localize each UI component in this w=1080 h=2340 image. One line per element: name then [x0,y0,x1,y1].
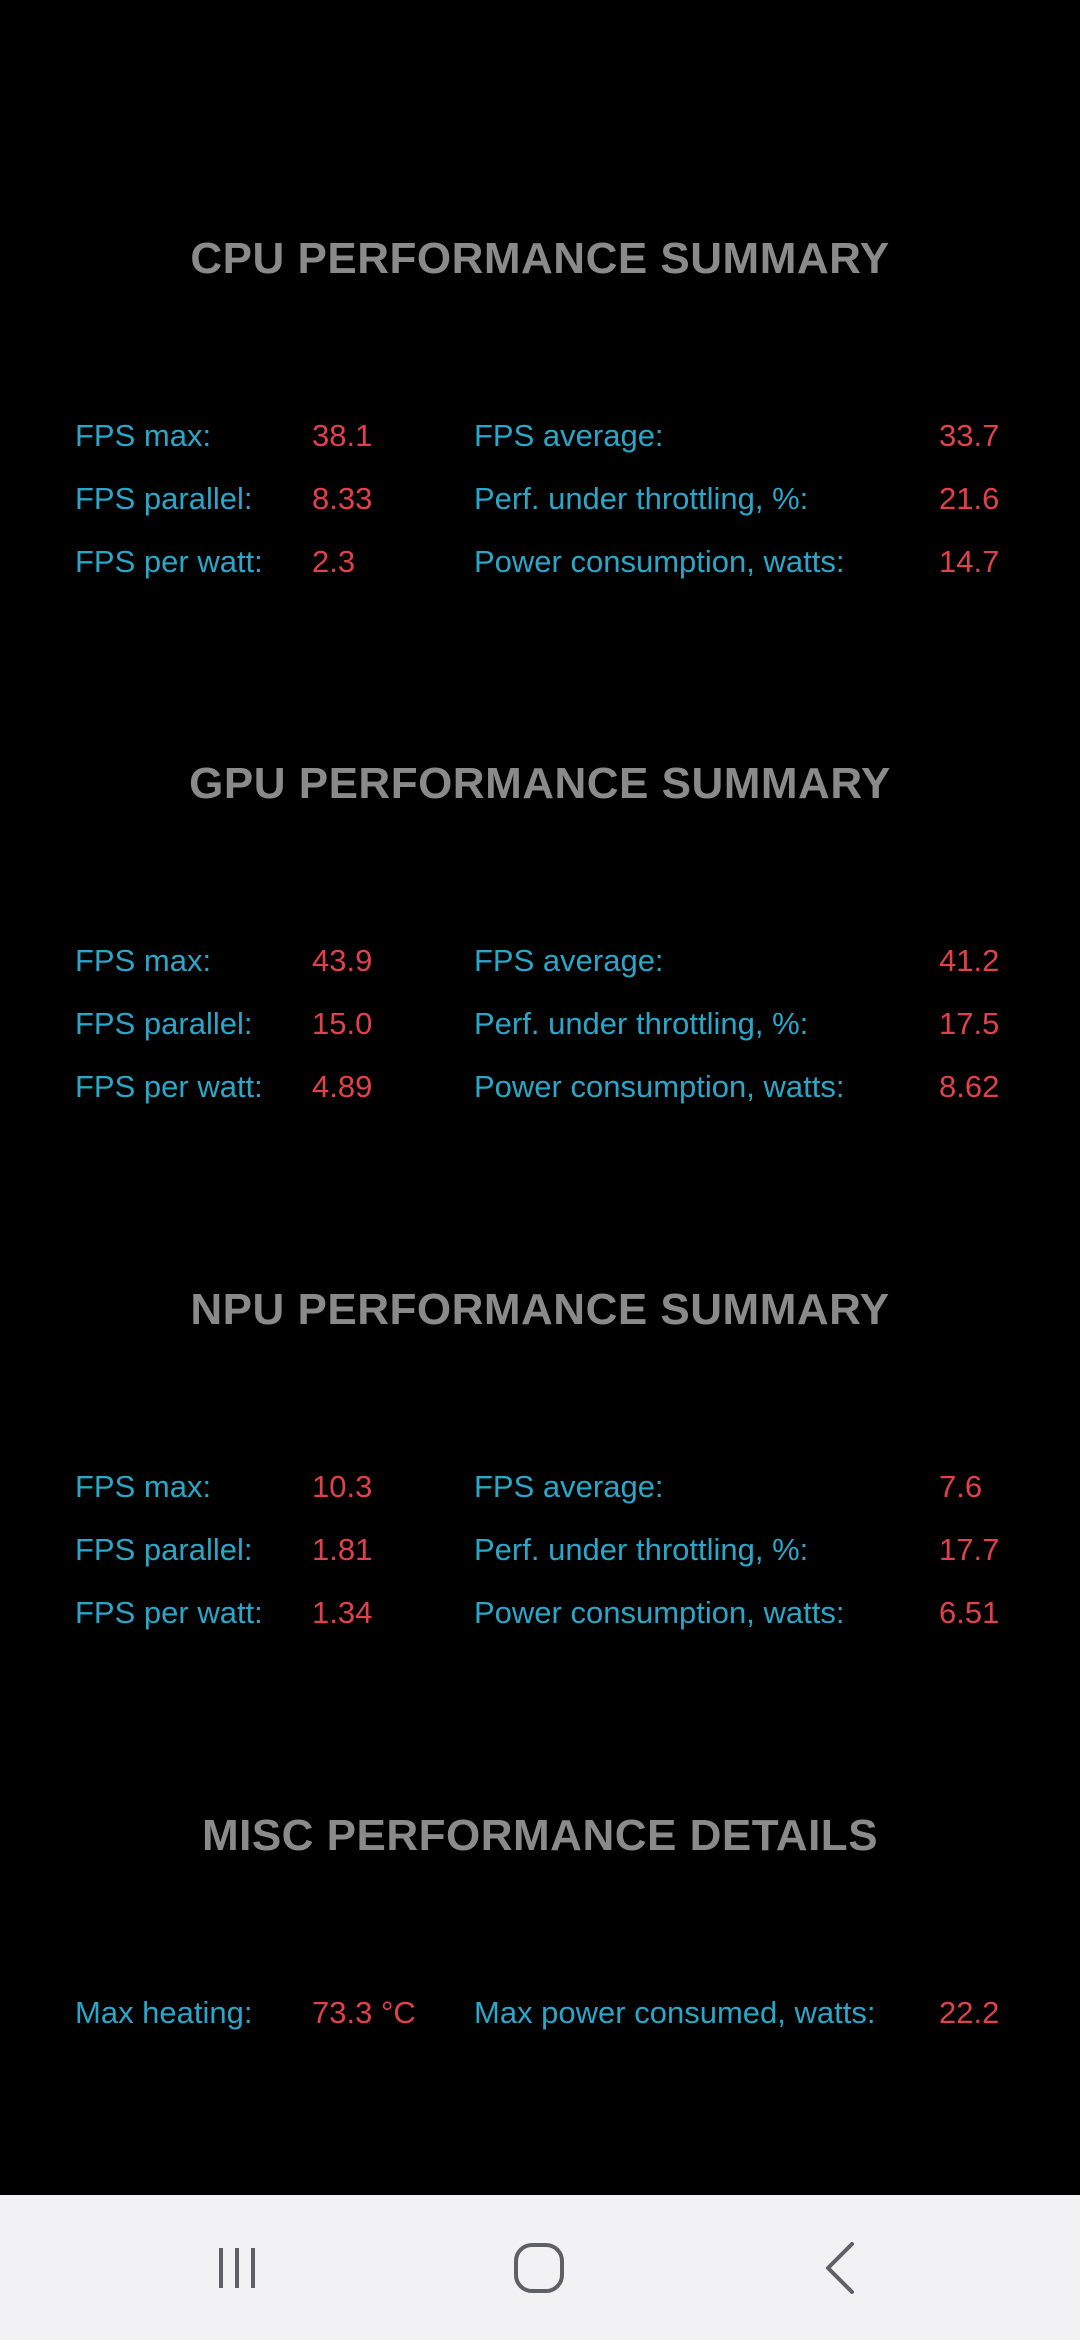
recent-apps-button[interactable] [167,2195,307,2340]
cpu-fps-average-value: 33.7 [939,418,1000,453]
max-heating-value: 73.3 °C [312,1995,416,2030]
gpu-row-2: FPS parallel: 15.0 Perf. under throttlin… [0,1006,1080,1054]
back-button[interactable] [772,2195,912,2340]
cpu-fps-average-label: FPS average: [474,418,664,453]
recent-apps-icon [219,2247,255,2288]
gpu-fps-max-value: 43.9 [312,943,373,978]
npu-power-value: 6.51 [939,1595,1000,1630]
npu-row-1: FPS max: 10.3 FPS average: 7.6 [0,1469,1080,1517]
cpu-fps-parallel-label: FPS parallel: [75,481,253,516]
gpu-row-1: FPS max: 43.9 FPS average: 41.2 [0,943,1080,991]
back-icon [826,2241,854,2294]
npu-fps-per-watt-value: 1.34 [312,1595,373,1630]
cpu-section-title: CPU PERFORMANCE SUMMARY [190,234,890,283]
npu-power-label: Power consumption, watts: [474,1595,845,1630]
max-power-value: 22.2 [939,1995,1000,2030]
npu-fps-average-label: FPS average: [474,1469,664,1504]
cpu-throttling-label: Perf. under throttling, %: [474,481,809,516]
gpu-fps-per-watt-label: FPS per watt: [75,1069,263,1104]
cpu-fps-parallel-value: 8.33 [312,481,373,516]
npu-fps-average-value: 7.6 [939,1469,983,1504]
cpu-row-1: FPS max: 38.1 FPS average: 33.7 [0,418,1080,466]
misc-section-title: MISC PERFORMANCE DETAILS [201,1811,879,1860]
gpu-fps-per-watt-value: 4.89 [312,1069,373,1104]
cpu-fps-max-label: FPS max: [75,418,212,453]
gpu-fps-average-label: FPS average: [474,943,664,978]
results-screen: CPU PERFORMANCE SUMMARY FPS max: 38.1 FP… [0,234,1080,2043]
cpu-power-value: 14.7 [939,544,1000,579]
gpu-row-3: FPS per watt: 4.89 Power consumption, wa… [0,1069,1080,1117]
npu-throttling-value: 17.7 [939,1532,1000,1567]
cpu-row-3: FPS per watt: 2.3 Power consumption, wat… [0,544,1080,592]
gpu-fps-parallel-value: 15.0 [312,1006,373,1041]
npu-fps-max-value: 10.3 [312,1469,373,1504]
gpu-power-value: 8.62 [939,1069,1000,1104]
cpu-throttling-value: 21.6 [939,481,1000,516]
max-power-label: Max power consumed, watts: [474,1995,876,2030]
cpu-row-2: FPS parallel: 8.33 Perf. under throttlin… [0,481,1080,529]
gpu-throttling-value: 17.5 [939,1006,1000,1041]
npu-fps-per-watt-label: FPS per watt: [75,1595,263,1630]
gpu-fps-max-label: FPS max: [75,943,212,978]
gpu-fps-average-value: 41.2 [939,943,1000,978]
misc-row-1: Max heating: 73.3 °C Max power consumed,… [0,1995,1080,2043]
home-button[interactable] [469,2195,609,2340]
cpu-power-label: Power consumption, watts: [474,544,845,579]
system-navigation-bar [0,2195,1080,2340]
max-heating-label: Max heating: [75,1995,253,2030]
home-icon [514,2242,564,2293]
npu-section-title: NPU PERFORMANCE SUMMARY [190,1285,890,1334]
npu-throttling-label: Perf. under throttling, %: [474,1532,809,1567]
gpu-section-title: GPU PERFORMANCE SUMMARY [189,759,891,808]
npu-fps-max-label: FPS max: [75,1469,212,1504]
npu-row-3: FPS per watt: 1.34 Power consumption, wa… [0,1595,1080,1643]
cpu-fps-per-watt-label: FPS per watt: [75,544,263,579]
npu-row-2: FPS parallel: 1.81 Perf. under throttlin… [0,1532,1080,1580]
cpu-fps-max-value: 38.1 [312,418,373,453]
gpu-power-label: Power consumption, watts: [474,1069,845,1104]
gpu-fps-parallel-label: FPS parallel: [75,1006,253,1041]
npu-fps-parallel-label: FPS parallel: [75,1532,253,1567]
npu-fps-parallel-value: 1.81 [312,1532,373,1567]
cpu-fps-per-watt-value: 2.3 [312,544,356,579]
gpu-throttling-label: Perf. under throttling, %: [474,1006,809,1041]
